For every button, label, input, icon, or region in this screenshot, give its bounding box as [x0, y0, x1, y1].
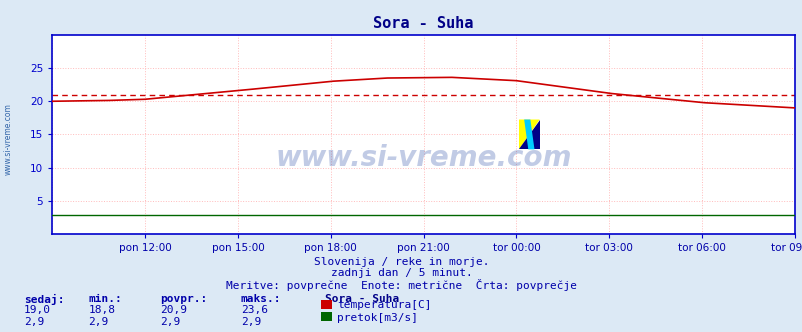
Text: www.si-vreme.com: www.si-vreme.com — [275, 144, 571, 172]
Text: Slovenija / reke in morje.: Slovenija / reke in morje. — [314, 257, 488, 267]
Text: 2,9: 2,9 — [24, 317, 44, 327]
Polygon shape — [518, 120, 539, 149]
Text: 19,0: 19,0 — [24, 305, 51, 315]
Text: www.si-vreme.com: www.si-vreme.com — [3, 104, 13, 175]
Text: 2,9: 2,9 — [160, 317, 180, 327]
Polygon shape — [524, 120, 534, 149]
Text: 20,9: 20,9 — [160, 305, 188, 315]
Text: zadnji dan / 5 minut.: zadnji dan / 5 minut. — [330, 268, 472, 278]
Text: min.:: min.: — [88, 294, 122, 304]
Text: povpr.:: povpr.: — [160, 294, 208, 304]
Text: maks.:: maks.: — [241, 294, 281, 304]
Polygon shape — [518, 120, 539, 149]
Text: sedaj:: sedaj: — [24, 294, 64, 305]
Text: 18,8: 18,8 — [88, 305, 115, 315]
Text: 2,9: 2,9 — [241, 317, 261, 327]
Text: 23,6: 23,6 — [241, 305, 268, 315]
Text: temperatura[C]: temperatura[C] — [337, 300, 431, 310]
Text: 2,9: 2,9 — [88, 317, 108, 327]
Text: Sora - Suha: Sora - Suha — [325, 294, 399, 304]
Title: Sora - Suha: Sora - Suha — [373, 16, 473, 31]
Text: pretok[m3/s]: pretok[m3/s] — [337, 313, 418, 323]
Text: Meritve: povprečne  Enote: metrične  Črta: povprečje: Meritve: povprečne Enote: metrične Črta:… — [225, 279, 577, 291]
